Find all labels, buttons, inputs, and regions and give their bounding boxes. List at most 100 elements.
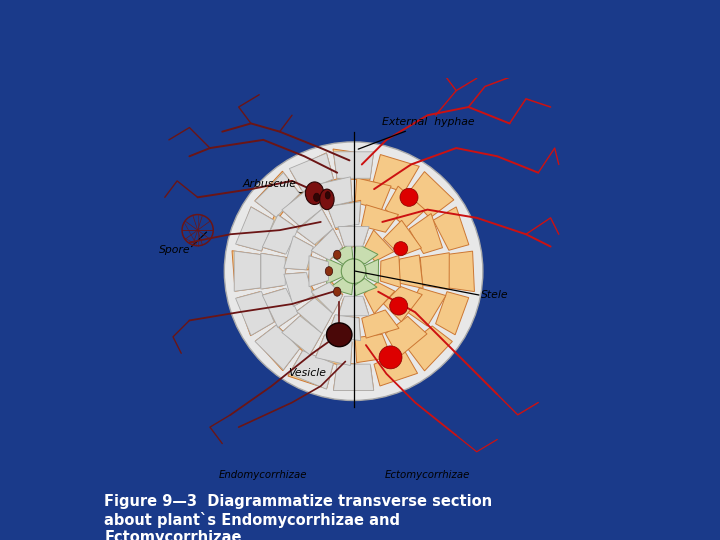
Polygon shape: [261, 213, 296, 254]
Ellipse shape: [333, 250, 341, 259]
Polygon shape: [433, 207, 469, 250]
Polygon shape: [333, 152, 374, 178]
Text: Ectomycorrhizae: Ectomycorrhizae: [384, 470, 470, 481]
Circle shape: [394, 241, 408, 255]
Text: Spore: Spore: [158, 245, 190, 255]
Polygon shape: [297, 209, 333, 245]
Polygon shape: [333, 364, 374, 390]
Polygon shape: [338, 296, 369, 316]
Polygon shape: [373, 154, 419, 192]
Polygon shape: [289, 350, 333, 389]
Polygon shape: [262, 215, 298, 254]
Polygon shape: [297, 298, 333, 333]
Polygon shape: [328, 316, 360, 338]
Polygon shape: [355, 178, 391, 210]
Polygon shape: [330, 243, 353, 265]
Polygon shape: [315, 335, 352, 366]
Polygon shape: [385, 316, 427, 357]
Polygon shape: [397, 255, 423, 288]
Text: Arbuscule: Arbuscule: [243, 179, 297, 189]
Polygon shape: [407, 288, 446, 326]
Polygon shape: [255, 325, 300, 370]
Polygon shape: [255, 173, 300, 217]
Polygon shape: [361, 205, 398, 232]
Polygon shape: [338, 298, 368, 315]
Polygon shape: [313, 228, 343, 260]
Polygon shape: [408, 172, 454, 218]
Polygon shape: [282, 316, 322, 355]
Polygon shape: [444, 251, 474, 292]
Text: Endomycorrhizae: Endomycorrhizae: [219, 470, 307, 481]
Polygon shape: [262, 288, 298, 328]
Ellipse shape: [320, 189, 334, 210]
Polygon shape: [282, 314, 323, 356]
Polygon shape: [289, 153, 333, 192]
Polygon shape: [333, 149, 373, 180]
Polygon shape: [420, 253, 449, 289]
Polygon shape: [383, 286, 423, 322]
Polygon shape: [261, 289, 297, 326]
Ellipse shape: [314, 193, 320, 201]
Polygon shape: [282, 187, 322, 226]
Polygon shape: [354, 279, 377, 296]
Polygon shape: [374, 351, 418, 386]
Polygon shape: [255, 171, 298, 219]
Polygon shape: [328, 315, 361, 341]
Polygon shape: [287, 237, 313, 270]
Polygon shape: [406, 326, 452, 371]
Polygon shape: [333, 362, 374, 390]
Polygon shape: [238, 207, 273, 251]
Polygon shape: [235, 292, 274, 335]
Polygon shape: [315, 175, 352, 208]
Text: Stele: Stele: [481, 290, 508, 300]
Polygon shape: [364, 230, 394, 261]
Text: Figure 9—3  Diagrammatize transverse section
about plant`s Endomycorrhizae and
E: Figure 9—3 Diagrammatize transverse sect…: [104, 494, 492, 540]
Polygon shape: [288, 350, 333, 389]
Polygon shape: [297, 296, 334, 330]
Polygon shape: [307, 256, 330, 287]
Polygon shape: [237, 292, 275, 336]
Ellipse shape: [333, 287, 341, 296]
Polygon shape: [311, 229, 343, 260]
Polygon shape: [282, 186, 321, 226]
Polygon shape: [261, 253, 285, 289]
Polygon shape: [296, 207, 332, 246]
Polygon shape: [232, 251, 261, 291]
Polygon shape: [311, 282, 343, 314]
Text: External  hyphae: External hyphae: [359, 118, 475, 149]
Text: Vesicle: Vesicle: [288, 368, 326, 378]
Polygon shape: [361, 310, 399, 338]
Polygon shape: [234, 251, 261, 291]
Polygon shape: [364, 282, 395, 314]
Polygon shape: [256, 325, 300, 370]
Polygon shape: [261, 253, 288, 289]
Ellipse shape: [341, 259, 366, 284]
Ellipse shape: [325, 267, 333, 276]
Polygon shape: [436, 292, 469, 335]
Circle shape: [390, 297, 408, 315]
Polygon shape: [380, 255, 400, 287]
Polygon shape: [327, 259, 345, 284]
Ellipse shape: [305, 182, 324, 205]
Polygon shape: [235, 207, 274, 251]
Polygon shape: [338, 226, 368, 249]
Polygon shape: [385, 186, 426, 227]
Circle shape: [379, 346, 402, 369]
Polygon shape: [328, 200, 361, 230]
Polygon shape: [355, 334, 392, 362]
Polygon shape: [364, 259, 379, 283]
Polygon shape: [328, 202, 361, 228]
Polygon shape: [315, 335, 352, 368]
Polygon shape: [354, 243, 378, 264]
Ellipse shape: [326, 323, 352, 347]
Polygon shape: [309, 256, 328, 287]
Ellipse shape: [325, 192, 330, 199]
Circle shape: [400, 188, 418, 206]
Ellipse shape: [225, 142, 483, 401]
Polygon shape: [338, 227, 369, 246]
Polygon shape: [284, 273, 313, 306]
Polygon shape: [384, 220, 421, 256]
Polygon shape: [290, 153, 333, 189]
Polygon shape: [313, 281, 343, 313]
Polygon shape: [284, 236, 313, 270]
